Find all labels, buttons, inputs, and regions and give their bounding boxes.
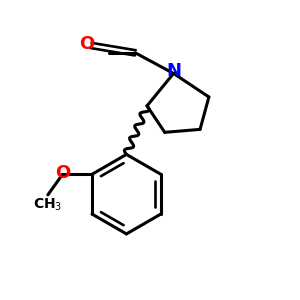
Text: O: O xyxy=(79,35,94,53)
Text: CH$_3$: CH$_3$ xyxy=(33,196,62,213)
Text: O: O xyxy=(55,164,70,182)
Text: N: N xyxy=(167,62,182,80)
